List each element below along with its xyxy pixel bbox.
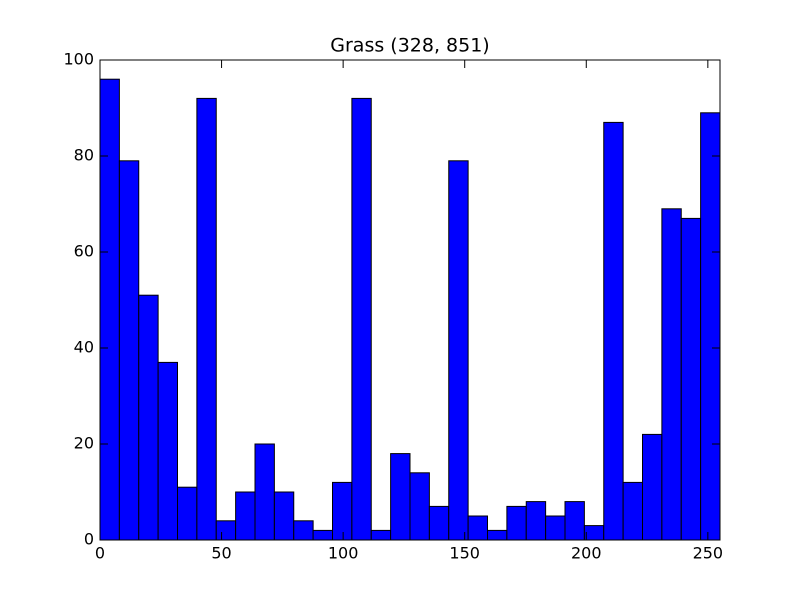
bar — [351, 97, 372, 541]
bar — [332, 481, 353, 541]
bar — [215, 520, 237, 541]
bar — [700, 112, 721, 541]
y-tick-label: 60 — [74, 242, 94, 261]
bar — [370, 529, 392, 541]
x-tick-label: 100 — [328, 544, 359, 563]
bar — [564, 501, 585, 541]
bar — [525, 501, 547, 541]
bar — [312, 529, 333, 541]
bar — [661, 208, 682, 541]
bar — [603, 121, 624, 541]
y-tick-label: 100 — [63, 50, 94, 69]
bar — [235, 491, 256, 541]
bar — [99, 78, 120, 541]
bar — [138, 294, 159, 541]
y-tick-label: 20 — [74, 434, 94, 453]
bar — [273, 491, 295, 541]
bar — [622, 481, 643, 541]
bar — [390, 453, 411, 541]
x-tick-label: 250 — [693, 544, 724, 563]
bar — [545, 515, 566, 541]
x-tick-label: 200 — [571, 544, 602, 563]
y-tick-label: 80 — [74, 146, 94, 165]
plot-frame — [99, 59, 721, 541]
bar — [293, 520, 314, 541]
bar — [428, 505, 450, 541]
bar — [467, 515, 488, 541]
bar — [118, 160, 140, 541]
chart-title: Grass (328, 851) — [330, 35, 489, 57]
x-tick-label: 50 — [211, 544, 231, 563]
bar — [642, 433, 663, 541]
bar — [583, 525, 605, 541]
bar — [409, 472, 430, 541]
y-tick-label: 0 — [84, 530, 94, 549]
bar — [177, 486, 198, 541]
bar — [157, 361, 178, 541]
bar — [448, 160, 469, 541]
bar — [196, 97, 217, 541]
x-tick-label: 150 — [449, 544, 480, 563]
bar — [680, 217, 702, 541]
bar — [506, 505, 527, 541]
x-tick-label: 0 — [95, 544, 105, 563]
y-tick-label: 40 — [74, 338, 94, 357]
bar — [487, 529, 508, 541]
bar — [254, 443, 275, 541]
